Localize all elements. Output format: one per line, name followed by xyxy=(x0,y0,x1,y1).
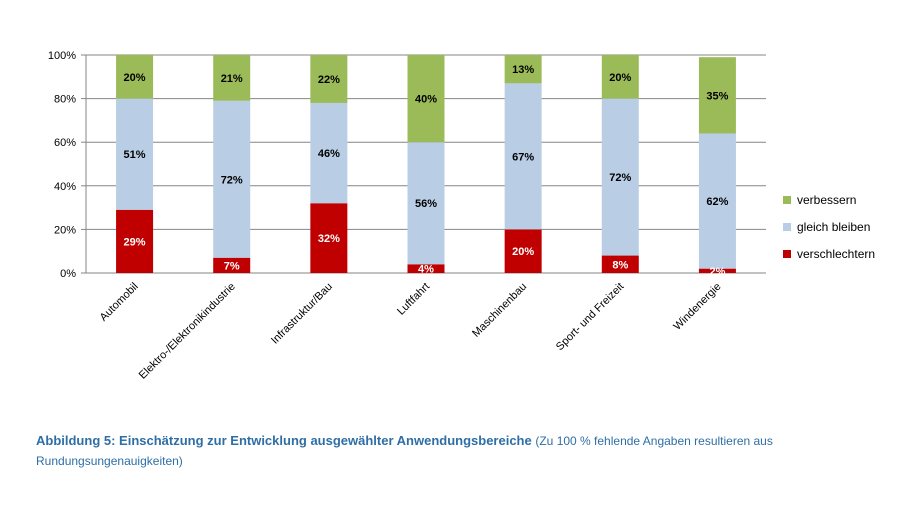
legend-swatch xyxy=(783,223,791,231)
caption-title: Abbildung 5: Einschätzung zur Entwicklun… xyxy=(36,433,532,448)
data-label: 20% xyxy=(124,72,146,84)
bar-segment xyxy=(698,268,736,273)
bars xyxy=(116,55,736,273)
bar-segment xyxy=(698,133,736,269)
caption-note: (Zu 100 % fehlende Angaben resultieren a… xyxy=(36,434,773,468)
bar-segment xyxy=(407,264,445,273)
data-label: 20% xyxy=(512,246,534,258)
bar-segment xyxy=(213,100,251,258)
data-label: 7% xyxy=(224,260,240,272)
x-tick-label: Automobil xyxy=(98,281,141,324)
x-tick-label: Infrastruktur/Bau xyxy=(269,281,335,347)
x-tick-label: Windenergie xyxy=(671,281,723,333)
y-tick-label: 100% xyxy=(48,50,76,62)
bar-segment xyxy=(213,257,251,273)
data-label: 22% xyxy=(318,74,340,86)
y-tick-label: 80% xyxy=(54,94,76,106)
x-tick-label: Sport- und Freizeit xyxy=(554,281,626,353)
data-label: 13% xyxy=(512,64,534,76)
y-tick-label: 40% xyxy=(54,181,76,193)
x-tick-label: Elektro-/Elektronikindustrie xyxy=(137,281,238,382)
bar-segment xyxy=(407,142,445,265)
data-label: 62% xyxy=(706,196,728,208)
bar-segment xyxy=(407,55,445,143)
data-label: 4% xyxy=(418,264,434,276)
data-label: 35% xyxy=(706,90,728,102)
data-labels: 29% 51% 20% 7% 72% 21% 32% 46% 22% 4% 56% 40% 20% 67%… xyxy=(124,64,729,278)
legend-label: verschlechtern xyxy=(797,247,875,261)
figure-caption: Abbildung 5: Einschätzung zur Entwicklun… xyxy=(36,431,906,471)
bar-segment xyxy=(601,98,639,256)
bar-segment xyxy=(310,203,348,273)
y-tick-label: 20% xyxy=(54,224,76,236)
y-axis: 0% 20% 40% 60% 80% 100% xyxy=(48,50,87,280)
data-label: 21% xyxy=(221,73,243,85)
legend-label: gleich bleiben xyxy=(797,220,870,234)
x-tick-label: Luftfahrt xyxy=(395,281,432,318)
bar-segment xyxy=(504,55,542,84)
data-label: 46% xyxy=(318,148,340,160)
data-label: 72% xyxy=(609,172,631,184)
data-label: 2% xyxy=(709,266,725,278)
bar-segment xyxy=(116,55,154,99)
data-label: 72% xyxy=(221,174,243,186)
bar-segment xyxy=(310,55,348,103)
legend: verbessern gleich bleiben verschlechtern xyxy=(783,193,875,261)
data-label: 51% xyxy=(124,149,146,161)
bar-segment xyxy=(116,209,154,273)
bar-segment xyxy=(310,102,348,204)
y-tick-label: 60% xyxy=(54,137,76,149)
bar-segment xyxy=(213,55,251,101)
data-label: 29% xyxy=(124,236,146,248)
data-label: 8% xyxy=(612,259,628,271)
data-label: 32% xyxy=(318,233,340,245)
x-tick-label: Maschinenbau xyxy=(470,281,529,340)
y-tick-label: 0% xyxy=(60,268,76,280)
bar-segment xyxy=(601,255,639,273)
legend-label: verbessern xyxy=(797,193,856,207)
legend-swatch xyxy=(783,196,791,204)
data-label: 20% xyxy=(609,72,631,84)
bar-segment xyxy=(698,57,736,134)
bar-segment xyxy=(116,98,154,210)
bar-segment xyxy=(504,229,542,273)
bar-segment xyxy=(601,55,639,99)
stacked-bar-chart: 0% 20% 40% 60% 80% 100% 29% 51% 20% 7% 72% 21% 32% 4… xyxy=(48,50,875,382)
legend-swatch xyxy=(783,250,791,258)
data-label: 56% xyxy=(415,198,437,210)
bar-segment xyxy=(504,83,542,230)
data-label: 40% xyxy=(415,94,437,106)
data-label: 67% xyxy=(512,151,534,163)
